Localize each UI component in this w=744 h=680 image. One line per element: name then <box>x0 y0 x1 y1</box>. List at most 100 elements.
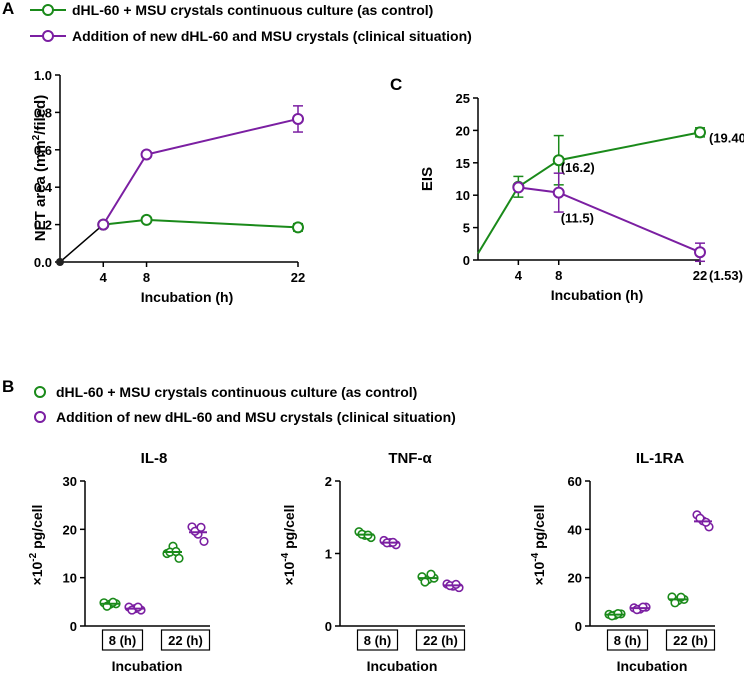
data-point-control <box>292 221 304 234</box>
y-tick-label: 0.6 <box>34 143 52 158</box>
y-axis-label: NET area (mm2/filed) <box>31 95 49 241</box>
data-point-addition <box>196 522 206 532</box>
data-label-addition: (11.5) <box>561 211 594 226</box>
x-axis-label: Incubation <box>112 658 183 674</box>
x-tick-label: 4 <box>100 270 108 285</box>
category-label: 22 (h) <box>168 633 203 648</box>
y-axis-label-post: pg/cell <box>29 505 45 553</box>
y-tick-label: 0 <box>325 619 332 634</box>
chart-panel-A: 0.0 0.2 0.4 0.6 0.8 1.0 4 8 22 Incubation (h) NET … <box>31 68 305 305</box>
y-axis-label-pre: ×10 <box>531 561 547 585</box>
y-tick-label: 0 <box>70 619 77 634</box>
legend-top-addition-marker <box>42 30 54 42</box>
panel-label-B: B <box>2 377 14 396</box>
origin-segment <box>59 224 104 263</box>
x-axis-label: Incubation <box>367 658 438 674</box>
x-tick-label: 4 <box>515 268 523 283</box>
y-tick-label: 20 <box>568 571 582 586</box>
y-tick-label: 1 <box>325 547 332 562</box>
y-tick-label: 25 <box>456 91 470 106</box>
data-point-control <box>426 569 436 579</box>
y-tick-label: 2 <box>325 474 332 489</box>
y-axis-label-post: pg/cell <box>281 505 297 553</box>
category-label: 22 (h) <box>673 633 708 648</box>
data-label-control: (19.40) <box>709 130 744 145</box>
y-tick-label: 1.0 <box>34 68 52 83</box>
data-label-control: (16.2) <box>561 160 595 175</box>
y-tick-label: 20 <box>63 522 77 537</box>
data-point-addition <box>199 536 209 547</box>
category-box <box>356 629 399 651</box>
series-line-addition <box>518 186 701 254</box>
series-line-control <box>103 218 299 229</box>
data-point-addition <box>292 112 304 125</box>
y-tick-label: 60 <box>568 474 582 489</box>
chart-panel-IL-1RA: IL-1RA 0 20 40 60 ×10-4 pg/cell 8 (h) 22 (h) Inc… <box>530 450 716 674</box>
category-box <box>606 629 649 651</box>
data-point-addition <box>552 186 565 199</box>
y-tick-label: 10 <box>456 188 470 203</box>
y-axis-label-sup: -4 <box>280 552 291 561</box>
data-point-addition <box>140 148 153 161</box>
legend-bottom-control-marker <box>34 386 46 398</box>
data-label-addition: (1.53) <box>709 268 743 283</box>
y-axis-label: ×10-4 pg/cell <box>530 505 547 586</box>
chart-title: IL-1RA <box>636 450 685 467</box>
data-point-control <box>552 154 565 167</box>
category-box <box>415 629 466 651</box>
data-point-addition <box>694 246 706 259</box>
y-axis-label-sup: -2 <box>28 552 39 561</box>
y-axis-label: EIS <box>419 167 436 191</box>
y-tick-label: 15 <box>456 156 470 171</box>
y-tick-label: 0 <box>575 619 582 634</box>
y-axis-label: ×10-4 pg/cell <box>280 505 297 586</box>
data-point-control <box>140 213 153 226</box>
y-axis-label-sup: -4 <box>530 552 541 561</box>
legend-bottom-addition-label: Addition of new dHL-60 and MSU crystals … <box>56 409 456 425</box>
x-axis-label: Incubation (h) <box>551 287 644 303</box>
legend-top: dHL-60 + MSU crystals continuous culture… <box>30 2 472 44</box>
chart-title: TNF-α <box>388 450 432 467</box>
data-point-addition <box>97 218 110 231</box>
category-label: 8 (h) <box>109 633 136 648</box>
data-point-control <box>108 597 118 607</box>
y-axis-label-pre: ×10 <box>281 561 297 585</box>
y-tick-label: 40 <box>568 522 582 537</box>
y-tick-label: 0.0 <box>34 255 52 270</box>
chart-panel-C: 0 5 10 15 20 25 4 8 22 Incubation (h) EIS (16.2) (19… <box>419 91 744 303</box>
y-tick-label: 0 <box>463 253 470 268</box>
legend-top-control-label: dHL-60 + MSU crystals continuous culture… <box>72 2 433 18</box>
x-tick-label: 8 <box>143 270 150 285</box>
x-axis-label: Incubation <box>617 658 688 674</box>
y-axis-label-pre: ×10 <box>29 561 45 585</box>
data-point-control <box>694 126 706 139</box>
data-point-addition <box>512 181 525 194</box>
data-point-addition <box>133 602 143 612</box>
category-box <box>160 629 211 651</box>
x-tick-label: 22 <box>693 268 707 283</box>
legend-top-addition-label: Addition of new dHL-60 and MSU crystals … <box>72 28 472 44</box>
legend-bottom: dHL-60 + MSU crystals continuous culture… <box>34 384 456 425</box>
x-tick-label: 22 <box>291 270 305 285</box>
x-axis-label: Incubation (h) <box>141 289 234 305</box>
category-label: 8 (h) <box>364 633 391 648</box>
category-box <box>101 629 144 651</box>
y-axis-label-post: /filed) <box>32 95 49 135</box>
y-tick-label: 0.4 <box>34 180 53 195</box>
x-tick-label: 8 <box>555 268 562 283</box>
panel-label-C: C <box>390 75 402 94</box>
origin-point <box>56 258 64 266</box>
series-line-control <box>477 131 701 255</box>
y-axis-label-pre: NET area (mm <box>32 140 49 241</box>
y-axis-label: ×10-2 pg/cell <box>28 505 45 586</box>
legend-bottom-control-label: dHL-60 + MSU crystals continuous culture… <box>56 384 417 400</box>
data-point-control <box>420 577 430 587</box>
chart-panel-TNF: TNF-α 0 1 2 ×10-4 pg/cell 8 (h) 22 (h) Incubati… <box>280 450 466 674</box>
chart-panel-IL-8: IL-8 0 10 20 30 ×10-2 pg/cell 8 (h) 22 (h) Incub… <box>28 450 211 674</box>
y-axis-label-post: pg/cell <box>531 505 547 553</box>
category-label: 22 (h) <box>423 633 458 648</box>
y-tick-label: 30 <box>63 474 77 489</box>
panel-label-A: A <box>2 0 14 18</box>
